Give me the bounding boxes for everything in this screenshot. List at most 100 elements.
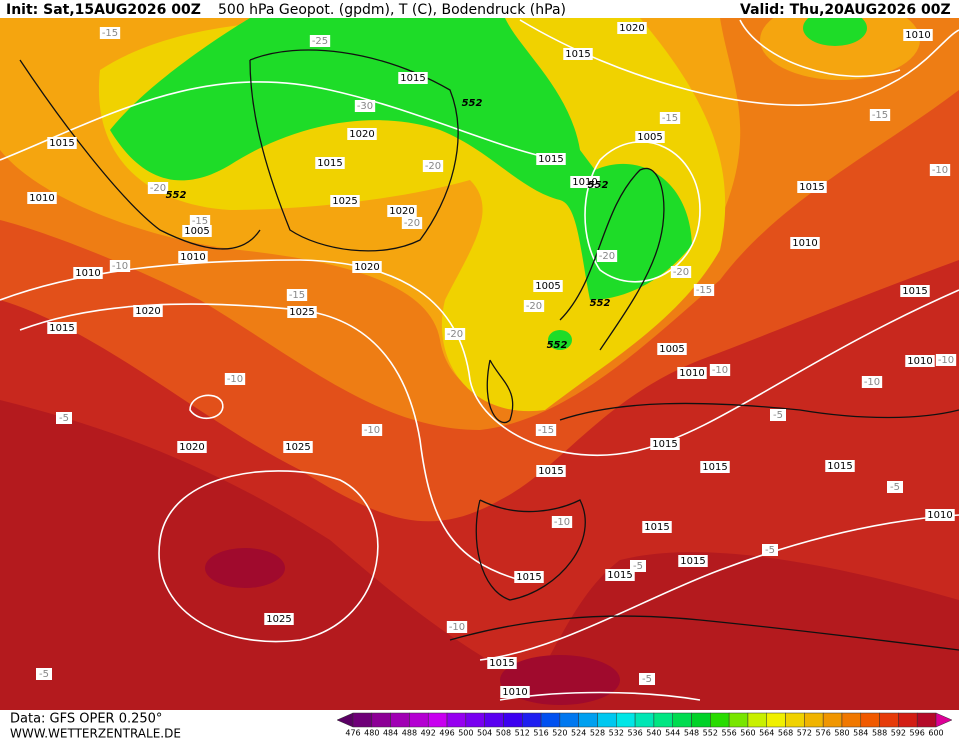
isobar-label: 1015 bbox=[514, 571, 544, 583]
isobar-label-box bbox=[700, 461, 730, 473]
temperature-label-box bbox=[422, 160, 444, 172]
field-darkred bbox=[520, 552, 959, 710]
isobar-line bbox=[158, 470, 379, 643]
isobar-label: 1025 bbox=[330, 195, 360, 207]
colorbar-swatch bbox=[559, 712, 579, 728]
data-source: Data: GFS OPER 0.250° bbox=[10, 712, 162, 727]
temperature-label-text: -5 bbox=[773, 410, 783, 421]
isobar-label-text: 1020 bbox=[619, 23, 644, 34]
site: WWW.WETTERZENTRALE.DE bbox=[10, 727, 181, 741]
isobar-label-box bbox=[533, 280, 563, 292]
temperature-label: -15 bbox=[99, 27, 121, 39]
colorbar-label: 580 bbox=[834, 729, 849, 738]
isobar-label: 1015 bbox=[650, 438, 680, 450]
temperature-label: -15 bbox=[869, 109, 891, 121]
isobar-label: 1020 bbox=[387, 205, 417, 217]
isobar-label-text: 1025 bbox=[289, 307, 314, 318]
temperature-label-text: -10 bbox=[554, 517, 570, 528]
temperature-label: -15 bbox=[693, 284, 715, 296]
isobar-label-box bbox=[315, 157, 345, 169]
isobar-label-text: 1015 bbox=[49, 138, 74, 149]
header-bar bbox=[0, 0, 959, 18]
isobar-label-box bbox=[903, 29, 933, 41]
field-green bbox=[803, 10, 867, 46]
temperature-label-box bbox=[630, 560, 646, 572]
temperature-label: -20 bbox=[147, 182, 169, 194]
isobar-line bbox=[519, 19, 959, 106]
map-labels: 1020 1010 1015 1015 1015 1005 1020 1015 1015 1010… bbox=[27, 22, 957, 698]
isobar-label-text: 1015 bbox=[565, 49, 590, 60]
colorbar-swatch bbox=[427, 712, 448, 728]
isobar-line bbox=[189, 394, 224, 420]
isobar-label-text: 1020 bbox=[389, 206, 414, 217]
temperature-label-box bbox=[762, 544, 778, 556]
temperature-label: -10 bbox=[446, 621, 468, 633]
isobar-label-text: 1015 bbox=[607, 570, 632, 581]
isobar-label: 1015 bbox=[563, 48, 593, 60]
colorbar-swatch bbox=[785, 712, 805, 728]
isobar-label-box bbox=[790, 237, 820, 249]
temperature-label-box bbox=[709, 364, 731, 376]
temperature-label-box bbox=[670, 266, 692, 278]
isobar-label: 1005 bbox=[657, 343, 687, 355]
isobar-label-box bbox=[73, 267, 103, 279]
isobar-label-box bbox=[925, 509, 955, 521]
colorbar-swatch bbox=[728, 712, 749, 728]
isobar-label: 1005 bbox=[182, 225, 212, 237]
temperature-label-box bbox=[309, 35, 331, 47]
isobar-label-text: 1010 bbox=[679, 368, 704, 379]
map-title: 500 hPa Geopot. (gpdm), T (C), Bodendruc… bbox=[218, 2, 566, 18]
temperature-label-box bbox=[535, 424, 557, 436]
colorbar-label: 496 bbox=[439, 729, 454, 738]
colorbar-swatch bbox=[898, 712, 918, 728]
temperature-label-box bbox=[56, 412, 72, 424]
colorbar-label: 600 bbox=[928, 729, 943, 738]
colorbar-swatch bbox=[691, 712, 711, 728]
isobar-label-box bbox=[47, 322, 77, 334]
init-time: Init: Sat,15AUG2026 00Z bbox=[6, 2, 201, 18]
temperature-label-text: -15 bbox=[696, 285, 712, 296]
temperature-label-text: -15 bbox=[289, 290, 305, 301]
isobar-label: 1015 bbox=[47, 137, 77, 149]
temperature-label-text: -10 bbox=[112, 261, 128, 272]
isobar-label-box bbox=[330, 195, 360, 207]
isobar-label-text: 1010 bbox=[180, 252, 205, 263]
temperature-label: -10 bbox=[551, 516, 573, 528]
isobar-label-box bbox=[677, 367, 707, 379]
colorbar-swatch bbox=[503, 712, 523, 728]
height-label: 552 bbox=[588, 180, 609, 191]
temperature-label-text: -5 bbox=[59, 413, 69, 424]
isobar-label-box bbox=[657, 343, 687, 355]
isobar-label: 1025 bbox=[264, 613, 294, 625]
isobar-label: 1010 bbox=[27, 192, 57, 204]
temperature-label-text: -5 bbox=[890, 482, 900, 493]
temperature-label: -20 bbox=[444, 328, 466, 340]
colorbar-swatch bbox=[879, 712, 899, 728]
isobar-label-text: 1020 bbox=[179, 442, 204, 453]
colorbar-label: 560 bbox=[740, 729, 755, 738]
temperature-label-box bbox=[869, 109, 891, 121]
isobar-label-box bbox=[47, 137, 77, 149]
temperature-label-text: -10 bbox=[364, 425, 380, 436]
isobar-label-text: 1015 bbox=[702, 462, 727, 473]
temperature-label-text: -20 bbox=[425, 161, 441, 172]
temperature-label-box bbox=[401, 217, 423, 229]
colorbar-swatch bbox=[822, 712, 843, 728]
coastline bbox=[475, 499, 586, 601]
temperature-label: -15 bbox=[189, 215, 211, 227]
isobar-label: 1015 bbox=[398, 72, 428, 84]
colorbar-swatch bbox=[841, 712, 862, 728]
colorbar-label: 556 bbox=[721, 729, 736, 738]
height-label: 552 bbox=[547, 340, 568, 351]
temperature-label-box bbox=[596, 250, 618, 262]
temperature-label-text: -10 bbox=[449, 622, 465, 633]
isobar-label-text: 1005 bbox=[637, 132, 662, 143]
colorbar-label: 552 bbox=[703, 729, 718, 738]
temperature-label: -20 bbox=[670, 266, 692, 278]
colorbar-label: 484 bbox=[383, 729, 398, 738]
colorbar-swatch bbox=[634, 712, 655, 728]
isobar-label: 1020 bbox=[617, 22, 647, 34]
coastline bbox=[449, 615, 959, 651]
colorbar-swatch bbox=[465, 712, 485, 728]
